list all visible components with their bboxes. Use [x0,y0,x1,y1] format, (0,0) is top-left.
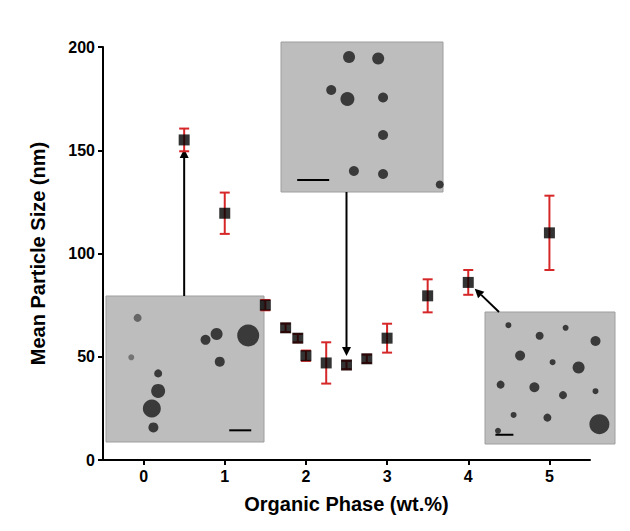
svg-text:100: 100 [68,245,95,262]
svg-text:3: 3 [383,468,392,485]
svg-text:0: 0 [139,468,148,485]
svg-text:0: 0 [86,452,95,469]
svg-text:4: 4 [464,468,473,485]
svg-text:50: 50 [77,348,95,365]
svg-text:5: 5 [545,468,554,485]
svg-text:150: 150 [68,142,95,159]
svg-text:200: 200 [68,39,95,56]
svg-text:2: 2 [301,468,310,485]
svg-text:Mean Particle Size (nm): Mean Particle Size (nm) [27,142,49,365]
svg-text:1: 1 [220,468,229,485]
svg-text:Organic Phase (wt.%): Organic Phase (wt.%) [244,493,449,515]
